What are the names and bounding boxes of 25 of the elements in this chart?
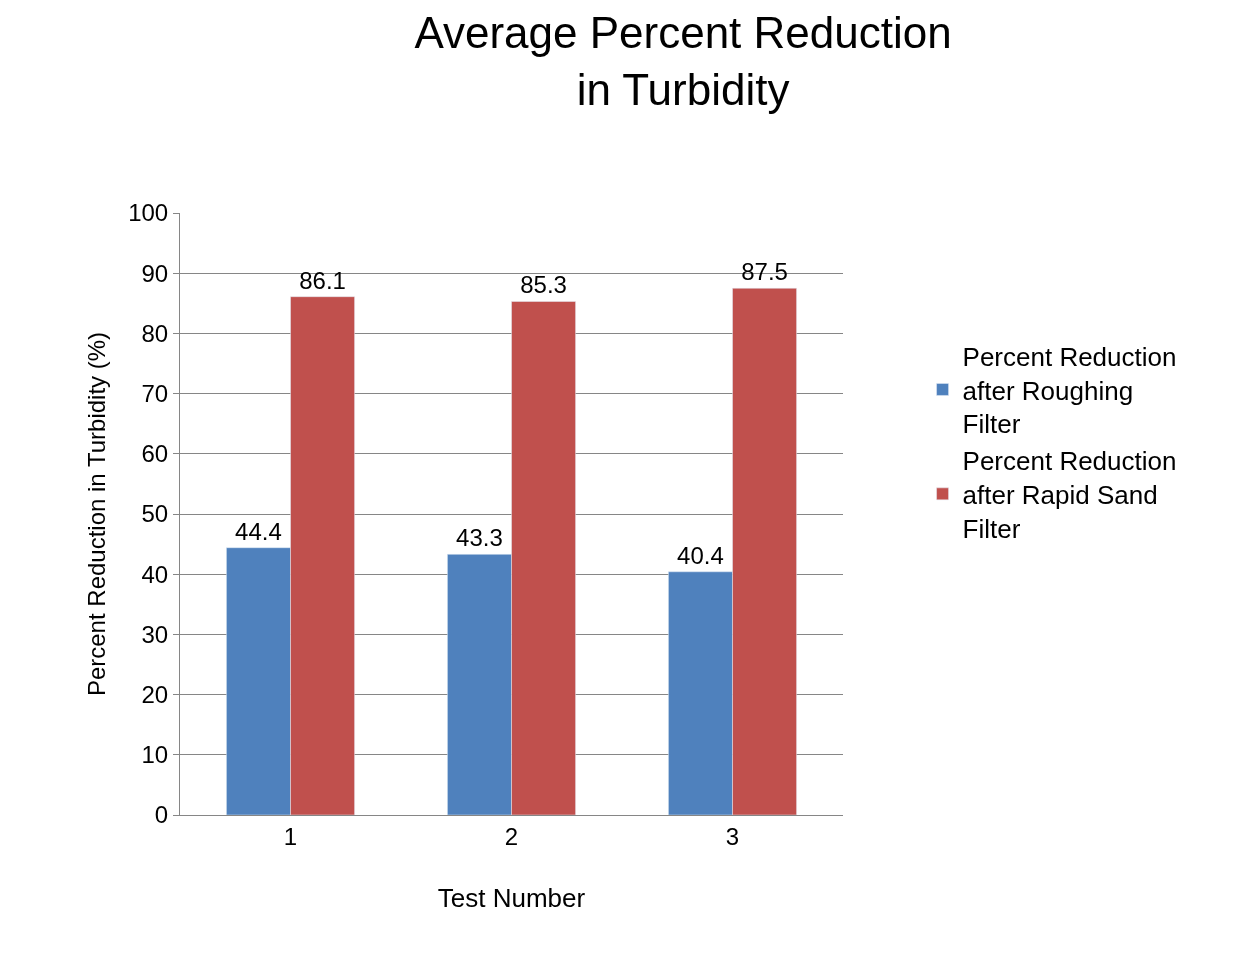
data-label: 44.4 <box>235 517 282 545</box>
y-tick-label: 60 <box>141 440 169 468</box>
data-label: 43.3 <box>456 524 503 552</box>
y-tick-label: 90 <box>141 259 169 287</box>
chart-title: Average Percent Reduction in Turbidity <box>414 8 952 115</box>
y-tick-label: 100 <box>128 199 169 227</box>
y-tick-label: 10 <box>141 741 169 769</box>
data-label: 87.5 <box>741 258 788 286</box>
data-label: 86.1 <box>299 266 346 294</box>
y-tick-label: 30 <box>141 620 169 648</box>
x-tick-label: 2 <box>504 822 519 850</box>
data-label: 85.3 <box>520 271 567 299</box>
y-tick-label: 70 <box>141 380 169 407</box>
y-tick-label: 20 <box>141 681 169 708</box>
legend-label: Percent Reduction after Rapid Sand Filter <box>962 446 1177 544</box>
y-tick-label: 0 <box>154 801 169 829</box>
legend-label: Percent Reduction after Roughing Filter <box>962 341 1177 440</box>
x-tick-label: 3 <box>725 822 740 850</box>
y-tick-label: 40 <box>141 560 169 588</box>
x-tick-label: 1 <box>283 822 298 850</box>
data-label: 40.4 <box>677 541 724 569</box>
y-axis-title: Percent Reduction in Turbidity (%) <box>83 331 111 697</box>
x-axis-title: Test Number <box>437 883 586 914</box>
y-tick-label: 50 <box>141 500 169 528</box>
y-tick-label: 80 <box>141 319 169 347</box>
